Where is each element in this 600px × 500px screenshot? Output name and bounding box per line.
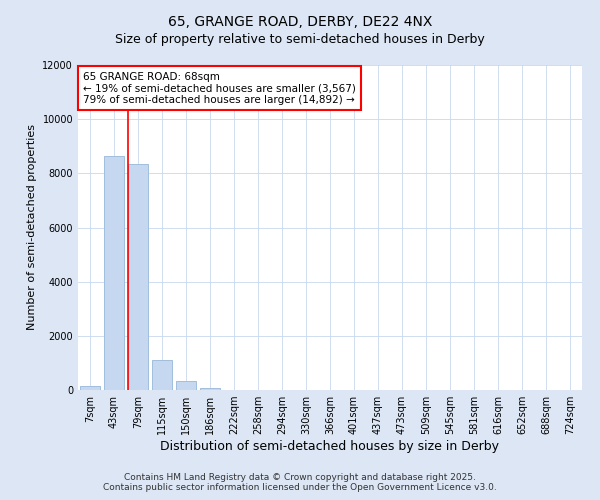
Text: 65 GRANGE ROAD: 68sqm
← 19% of semi-detached houses are smaller (3,567)
79% of s: 65 GRANGE ROAD: 68sqm ← 19% of semi-deta… xyxy=(83,72,356,104)
Bar xyxy=(80,386,100,390)
Bar xyxy=(200,388,220,390)
Bar xyxy=(176,380,196,390)
Bar xyxy=(152,360,172,390)
Bar xyxy=(104,156,124,390)
X-axis label: Distribution of semi-detached houses by size in Derby: Distribution of semi-detached houses by … xyxy=(161,440,499,453)
Y-axis label: Number of semi-detached properties: Number of semi-detached properties xyxy=(27,124,37,330)
Text: Size of property relative to semi-detached houses in Derby: Size of property relative to semi-detach… xyxy=(115,32,485,46)
Text: Contains HM Land Registry data © Crown copyright and database right 2025.
Contai: Contains HM Land Registry data © Crown c… xyxy=(103,473,497,492)
Text: 65, GRANGE ROAD, DERBY, DE22 4NX: 65, GRANGE ROAD, DERBY, DE22 4NX xyxy=(168,15,432,29)
Bar xyxy=(128,164,148,390)
